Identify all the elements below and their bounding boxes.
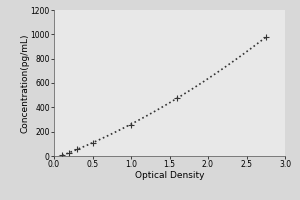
Y-axis label: Concentration(pg/mL): Concentration(pg/mL) [20, 33, 29, 133]
X-axis label: Optical Density: Optical Density [135, 171, 204, 180]
